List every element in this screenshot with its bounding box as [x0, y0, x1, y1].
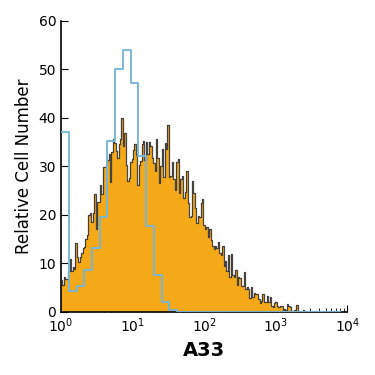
Y-axis label: Relative Cell Number: Relative Cell Number	[15, 78, 33, 254]
X-axis label: A33: A33	[183, 341, 225, 360]
